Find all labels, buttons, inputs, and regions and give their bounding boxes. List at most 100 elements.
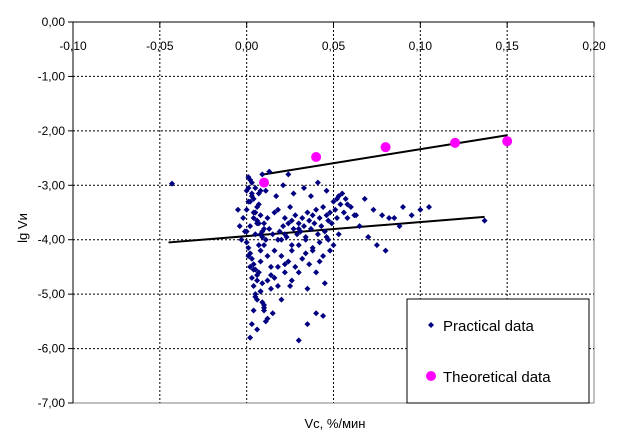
practical-data-point xyxy=(321,228,328,235)
practical-data-point xyxy=(386,214,393,221)
practical-data-point xyxy=(250,266,257,273)
practical-data-point xyxy=(320,312,327,319)
practical-data-point xyxy=(245,253,252,260)
practical-data-point xyxy=(248,255,255,262)
practical-data-point xyxy=(295,242,302,249)
practical-data-point xyxy=(299,214,306,221)
x-tick-label: 0,05 xyxy=(322,39,346,53)
practical-data-point xyxy=(248,190,255,197)
practical-data-point xyxy=(285,171,292,178)
practical-data-point xyxy=(271,274,278,281)
practical-data-point xyxy=(262,318,269,325)
practical-data-point xyxy=(168,180,175,187)
practical-data-point xyxy=(309,247,316,254)
practical-data-point xyxy=(278,236,285,243)
practical-data-point xyxy=(250,195,257,202)
practical-data-point xyxy=(327,247,334,254)
practical-data-point xyxy=(269,231,276,238)
practical-data-point xyxy=(248,274,255,281)
practical-data-point xyxy=(254,277,261,284)
practical-data-point xyxy=(269,310,276,317)
practical-data-point xyxy=(278,296,285,303)
practical-data-point xyxy=(262,236,269,243)
practical-data-point xyxy=(271,247,278,254)
practical-data-point xyxy=(300,223,307,230)
practical-data-point xyxy=(274,263,281,270)
practical-data-point xyxy=(281,261,288,268)
practical-data-point xyxy=(328,220,335,227)
practical-data-point xyxy=(327,209,334,216)
practical-data-point xyxy=(250,282,257,289)
practical-data-point xyxy=(250,261,257,268)
practical-data-point xyxy=(273,193,280,200)
y-tick-label: 0,00 xyxy=(42,15,66,29)
practical-data-point xyxy=(304,321,311,328)
practical-data-point xyxy=(313,269,320,276)
practical-data-point xyxy=(382,247,389,254)
practical-data-point xyxy=(316,214,323,221)
practical-data-point xyxy=(370,206,377,213)
practical-data-point xyxy=(481,217,488,224)
practical-data-point xyxy=(417,206,424,213)
practical-data-point xyxy=(247,250,254,257)
trendline xyxy=(168,215,485,244)
x-tick-label: 0,00 xyxy=(235,39,259,53)
practical-data-point xyxy=(236,223,243,230)
practical-data-point xyxy=(255,190,262,197)
practical-data-point xyxy=(288,242,295,249)
legend-diamond-icon xyxy=(428,322,434,328)
trendline xyxy=(263,134,508,176)
theoretical-data-point xyxy=(450,137,461,148)
practical-data-point xyxy=(274,236,281,243)
practical-data-point xyxy=(267,272,274,279)
practical-data-point xyxy=(302,250,309,257)
practical-data-point xyxy=(267,263,274,270)
practical-data-point xyxy=(292,212,299,219)
practical-data-point xyxy=(257,247,264,254)
practical-data-point xyxy=(267,285,274,292)
practical-data-point xyxy=(240,214,247,221)
x-tick-label: 0,10 xyxy=(409,39,433,53)
practical-data-point xyxy=(309,212,316,219)
practical-data-point xyxy=(335,231,342,238)
practical-data-point xyxy=(353,212,360,219)
practical-data-point xyxy=(255,269,262,276)
practical-data-point xyxy=(299,255,306,262)
practical-data-point xyxy=(281,269,288,276)
practical-data-point xyxy=(250,209,257,216)
axes xyxy=(68,21,595,404)
practical-data-point xyxy=(295,337,302,344)
practical-data-point xyxy=(290,190,297,197)
practical-data-point xyxy=(241,228,248,235)
practical-data-point xyxy=(259,280,266,287)
practical-data-point xyxy=(288,247,295,254)
practical-data-point xyxy=(257,258,264,265)
practical-data-point xyxy=(247,223,254,230)
x-tick-label: -0,05 xyxy=(146,39,174,53)
practical-data-point xyxy=(337,201,344,208)
practical-data-point xyxy=(365,233,372,240)
y-axis-title: lg Vи xyxy=(15,213,30,243)
practical-data-point xyxy=(332,206,339,213)
tick-labels: 0,00 -1,00 -2,00 -3,00 -4,00 -5,00 -6,00 -7,00 -… xyxy=(38,15,606,410)
theoretical-data-point xyxy=(380,142,391,153)
practical-data-point xyxy=(281,231,288,238)
practical-data-point xyxy=(285,258,292,265)
legend-circle-icon xyxy=(426,371,436,381)
practical-data-point xyxy=(290,225,297,232)
x-tick-label: 0,15 xyxy=(495,39,519,53)
practical-data-point xyxy=(250,214,257,221)
practical-data-point xyxy=(339,190,346,197)
practical-data-point xyxy=(252,293,259,300)
practical-data-point xyxy=(311,220,318,227)
practical-data-point xyxy=(261,307,268,314)
legend-box xyxy=(406,298,590,404)
practical-data-point xyxy=(325,217,332,224)
practical-data-point xyxy=(243,206,250,213)
y-tick-label: -7,00 xyxy=(38,396,66,410)
data-series xyxy=(168,136,513,344)
practical-data-point xyxy=(408,212,415,219)
practical-data-point xyxy=(276,228,283,235)
practical-data-point xyxy=(245,174,252,181)
practical-data-point xyxy=(245,244,252,251)
